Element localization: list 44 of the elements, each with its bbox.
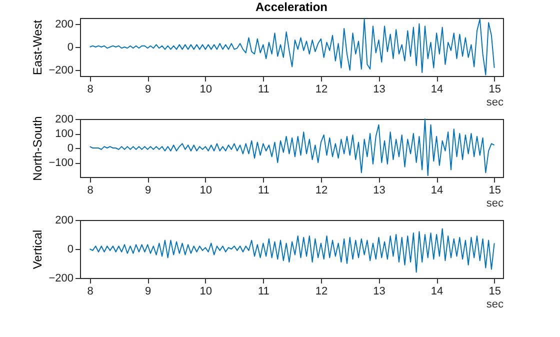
- x-tick-label: 12: [315, 84, 328, 96]
- y-axis-title: North-South: [30, 116, 45, 181]
- y-tick-label: 200: [55, 18, 74, 30]
- y-tick-label: 200: [55, 214, 74, 226]
- y-tick-label: 0: [67, 142, 74, 154]
- x-tick-label: 12: [315, 286, 328, 298]
- x-axis-title: sec: [486, 298, 504, 310]
- x-tick-label: 8: [87, 184, 94, 196]
- x-tick-label: 11: [258, 286, 270, 298]
- x-tick-label: 9: [145, 84, 152, 96]
- y-tick-label: −200: [48, 64, 74, 77]
- x-axis-title: sec: [486, 198, 504, 210]
- x-axis-title: sec: [486, 96, 504, 108]
- x-tick-label: 15: [488, 184, 501, 196]
- x-tick-label: 12: [315, 184, 328, 196]
- x-tick-label: 15: [488, 84, 501, 96]
- x-tick-label: 14: [430, 84, 444, 96]
- x-tick-label: 15: [488, 286, 501, 298]
- x-tick-label: 13: [373, 184, 386, 196]
- y-axis-title: Vertical: [30, 230, 45, 270]
- x-tick-label: 13: [373, 286, 386, 298]
- x-tick-label: 10: [200, 286, 212, 298]
- line-series: [89, 18, 495, 76]
- x-tick-label: 14: [430, 286, 444, 298]
- x-tick-label: 14: [430, 184, 444, 196]
- x-tick-label: 13: [373, 84, 386, 96]
- x-tick-label: 11: [258, 184, 270, 196]
- y-tick-label: 0: [67, 244, 74, 256]
- x-tick-label: 9: [145, 286, 152, 298]
- y-axis-title: East-West: [30, 19, 45, 76]
- y-tick-label: −200: [48, 272, 74, 284]
- y-tick-label: 200: [55, 114, 74, 126]
- x-tick-label: 10: [200, 84, 212, 96]
- x-tick-label: 8: [87, 84, 94, 96]
- y-tick-label: 100: [55, 128, 74, 140]
- x-tick-label: 9: [145, 184, 152, 196]
- x-tick-label: 11: [258, 84, 270, 96]
- x-tick-label: 10: [200, 184, 212, 196]
- line-series: [89, 228, 495, 273]
- y-tick-label: −100: [48, 157, 74, 169]
- x-tick-label: 8: [87, 286, 94, 298]
- chart-title: Acceleration: [255, 0, 328, 14]
- line-series: [89, 118, 495, 176]
- y-tick-label: 0: [67, 42, 74, 54]
